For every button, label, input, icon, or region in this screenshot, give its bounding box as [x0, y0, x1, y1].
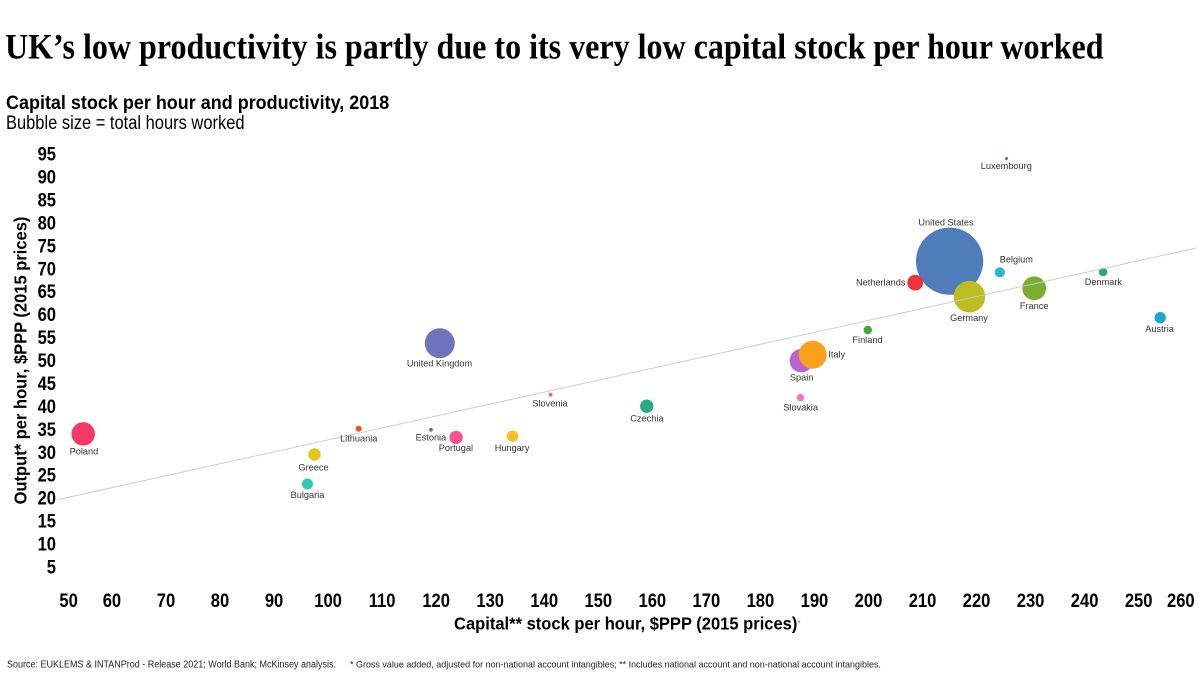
svg-text:170: 170 — [693, 590, 721, 612]
svg-text:Portugal: Portugal — [439, 443, 473, 453]
svg-text:United Kingdom: United Kingdom — [407, 359, 473, 369]
svg-text:Capital** stock per hour, $PPP: Capital** stock per hour, $PPP (2015 pri… — [454, 614, 797, 633]
svg-text:40: 40 — [38, 396, 56, 418]
svg-text:80: 80 — [211, 590, 229, 612]
svg-text:Output* per hour, $PPP (2015 p: Output* per hour, $PPP (2015 prices) — [10, 217, 31, 505]
svg-text:* Gross value added, adjusted: * Gross value added, adjusted for non-na… — [350, 659, 881, 669]
svg-text:70: 70 — [157, 590, 175, 612]
svg-text:50: 50 — [59, 590, 77, 612]
svg-text:Spain: Spain — [790, 373, 814, 383]
svg-text:15: 15 — [38, 510, 56, 532]
svg-text:UK’s low productivity is partl: UK’s low productivity is partly due to i… — [5, 28, 1104, 67]
svg-text:50: 50 — [38, 350, 56, 372]
svg-text:Source: EUKLEMS & INTANProd -: Source: EUKLEMS & INTANProd - Release 20… — [7, 659, 336, 671]
svg-text:45: 45 — [38, 373, 56, 395]
svg-text:200: 200 — [855, 590, 883, 612]
svg-text:Poland: Poland — [70, 446, 99, 456]
svg-text:75: 75 — [38, 235, 56, 257]
svg-text:65: 65 — [38, 281, 56, 303]
svg-text:100: 100 — [314, 590, 342, 612]
svg-text:230: 230 — [1017, 590, 1045, 612]
svg-text:Czechia: Czechia — [630, 414, 664, 424]
svg-text:250: 250 — [1125, 590, 1153, 612]
svg-text:Estonia: Estonia — [416, 433, 448, 443]
svg-text:United States: United States — [918, 218, 974, 228]
svg-text:France: France — [1020, 301, 1049, 311]
svg-text:95: 95 — [38, 143, 56, 165]
svg-text:180: 180 — [747, 590, 775, 612]
svg-text:25: 25 — [38, 464, 56, 486]
svg-text:Luxembourg: Luxembourg — [981, 161, 1032, 171]
svg-text:130: 130 — [476, 590, 504, 612]
svg-text:120: 120 — [422, 590, 450, 612]
svg-text:220: 220 — [963, 590, 991, 612]
svg-text:Hungary: Hungary — [495, 443, 530, 453]
svg-text:150: 150 — [584, 590, 612, 612]
svg-text:Capital stock per hour and pro: Capital stock per hour and productivity,… — [6, 91, 389, 113]
svg-text:85: 85 — [38, 189, 56, 211]
svg-text:Denmark: Denmark — [1085, 277, 1123, 287]
svg-text:140: 140 — [530, 590, 558, 612]
svg-text:Austria: Austria — [1145, 324, 1174, 334]
svg-text:210: 210 — [909, 590, 937, 612]
svg-text:20: 20 — [38, 487, 56, 509]
svg-text:110: 110 — [369, 590, 396, 612]
svg-text:Greece: Greece — [298, 463, 328, 473]
svg-text:10: 10 — [38, 533, 56, 555]
svg-text:60: 60 — [103, 590, 121, 612]
svg-text:90: 90 — [38, 166, 56, 188]
svg-text:80: 80 — [38, 212, 56, 234]
svg-text:60: 60 — [38, 304, 56, 326]
svg-text:55: 55 — [38, 327, 56, 349]
svg-text:Germany: Germany — [950, 313, 988, 323]
svg-text:Belgium: Belgium — [1000, 255, 1034, 265]
svg-text:Netherlands: Netherlands — [856, 278, 906, 288]
svg-text:*: * — [798, 619, 801, 628]
svg-text:240: 240 — [1071, 590, 1099, 612]
svg-text:35: 35 — [38, 419, 56, 441]
svg-text:260: 260 — [1167, 590, 1195, 612]
svg-text:Slovenia: Slovenia — [532, 398, 568, 408]
svg-text:Slovakia: Slovakia — [783, 403, 819, 413]
svg-text:Italy: Italy — [828, 349, 845, 359]
svg-text:Bubble size = total hours work: Bubble size = total hours worked — [6, 112, 245, 134]
svg-text:5: 5 — [47, 556, 56, 578]
svg-text:Lithuania: Lithuania — [340, 434, 378, 444]
svg-text:Bulgaria: Bulgaria — [291, 490, 326, 500]
svg-text:90: 90 — [265, 590, 283, 612]
svg-text:30: 30 — [38, 442, 56, 464]
svg-text:Finland: Finland — [852, 335, 882, 345]
svg-text:190: 190 — [801, 590, 829, 612]
svg-text:70: 70 — [38, 258, 56, 280]
svg-text:160: 160 — [638, 590, 666, 612]
